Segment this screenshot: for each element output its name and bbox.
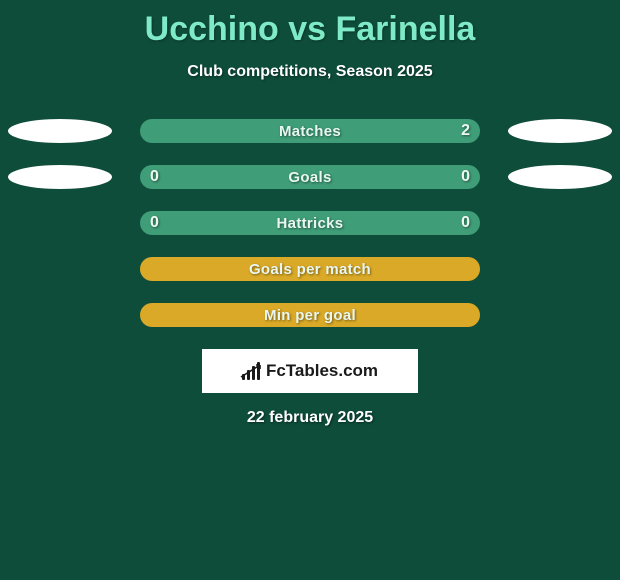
date-text: 22 february 2025 — [0, 409, 620, 427]
brand-text: FcTables.com — [266, 361, 378, 381]
stat-bar: 0 Hattricks 0 — [140, 211, 480, 235]
stat-bar: Goals per match — [140, 257, 480, 281]
stat-label: Hattricks — [277, 215, 344, 232]
bar-chart-icon — [242, 362, 260, 380]
stat-label: Goals — [288, 169, 331, 186]
stat-label: Goals per match — [249, 261, 371, 278]
stat-bar: Matches 2 — [140, 119, 480, 143]
stat-label: Matches — [279, 123, 341, 140]
player-left-ellipse — [8, 119, 112, 143]
page-title: Ucchino vs Farinella — [0, 0, 620, 49]
stat-value-right: 2 — [461, 122, 470, 140]
stat-row: Min per goal — [0, 303, 620, 327]
stat-row: Goals per match — [0, 257, 620, 281]
subtitle: Club competitions, Season 2025 — [0, 63, 620, 81]
player-right-ellipse — [508, 165, 612, 189]
stat-bar: Min per goal — [140, 303, 480, 327]
stat-bar: 0 Goals 0 — [140, 165, 480, 189]
stat-value-left: 0 — [150, 168, 159, 186]
stat-label: Min per goal — [264, 307, 356, 324]
stat-row: Matches 2 — [0, 119, 620, 143]
stat-value-right: 0 — [461, 168, 470, 186]
stat-value-left: 0 — [150, 214, 159, 232]
stat-row: 0 Hattricks 0 — [0, 211, 620, 235]
player-left-ellipse — [8, 165, 112, 189]
stat-row: 0 Goals 0 — [0, 165, 620, 189]
stat-rows: Matches 2 0 Goals 0 0 Hattricks 0 Goals per matc… — [0, 119, 620, 327]
brand-box: FcTables.com — [202, 349, 418, 393]
stat-value-right: 0 — [461, 214, 470, 232]
player-right-ellipse — [508, 119, 612, 143]
